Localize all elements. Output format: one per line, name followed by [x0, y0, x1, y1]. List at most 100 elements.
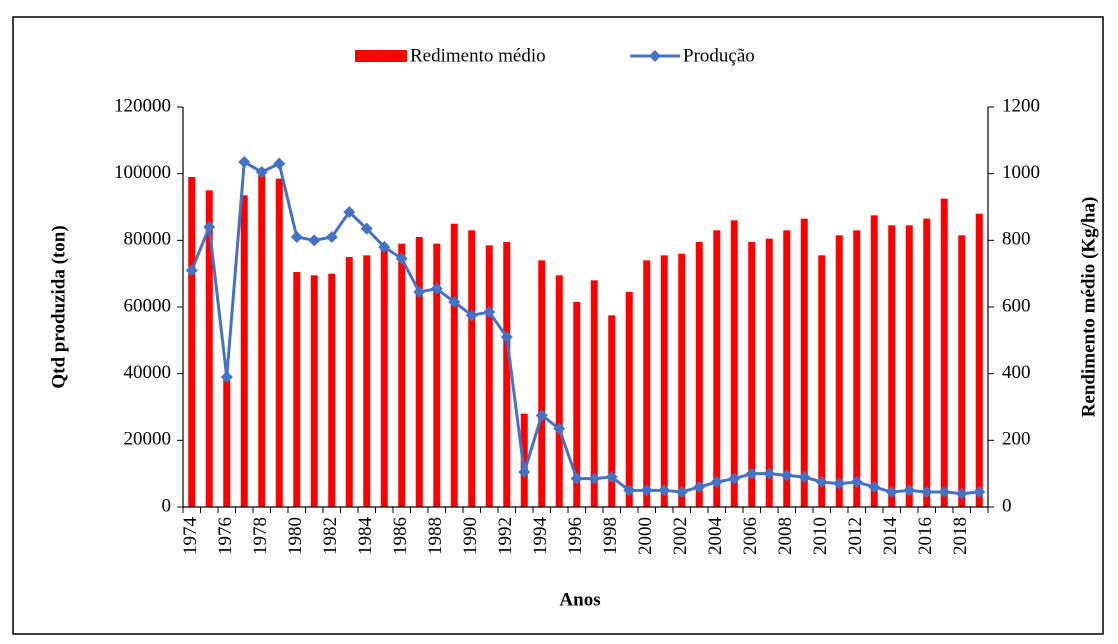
- marker: [553, 422, 566, 435]
- x-tick-label: 1982: [320, 517, 341, 555]
- x-tick-label: 2000: [635, 517, 656, 555]
- x-tick-label: 1992: [495, 517, 516, 555]
- x-tick-label: 1978: [250, 517, 271, 555]
- marker: [938, 486, 951, 498]
- bar: [975, 213, 983, 507]
- bar: [625, 292, 633, 507]
- bar: [538, 260, 546, 507]
- marker: [378, 241, 391, 253]
- y2-tick-label: 200: [1002, 429, 1031, 450]
- bar: [695, 242, 703, 507]
- x-tick-label: 2014: [880, 517, 901, 556]
- marker: [605, 471, 618, 483]
- x-tick-label: 1990: [460, 517, 481, 555]
- y-tick-label: 60000: [124, 295, 172, 316]
- bar: [380, 243, 388, 507]
- bar: [223, 377, 231, 507]
- x-tick-label: 2012: [845, 517, 866, 555]
- bar: [888, 225, 896, 508]
- bar: [905, 225, 913, 508]
- bar: [835, 235, 843, 508]
- marker: [903, 484, 916, 497]
- bar: [188, 177, 196, 507]
- x-tick-label: 2008: [775, 517, 796, 555]
- marker: [640, 484, 653, 497]
- marker: [273, 157, 286, 170]
- marker: [868, 481, 881, 493]
- bar: [748, 242, 756, 507]
- bar: [608, 315, 616, 507]
- y2-tick-label: 0: [1002, 495, 1012, 516]
- marker: [395, 252, 408, 265]
- x-tick-label: 2016: [915, 517, 936, 555]
- y-tick-label: 80000: [124, 229, 172, 250]
- marker: [185, 264, 198, 277]
- marker: [885, 486, 898, 498]
- bar: [800, 218, 808, 507]
- x-tick-label: 1976: [215, 517, 236, 555]
- marker: [693, 481, 706, 493]
- bar: [923, 218, 931, 507]
- marker: [535, 409, 548, 422]
- marker: [483, 306, 496, 318]
- y2-tick-label: 1200: [1002, 95, 1040, 116]
- x-tick-label: 1998: [600, 517, 621, 555]
- y2-tick-label: 800: [1002, 229, 1031, 250]
- y-tick-label: 20000: [124, 429, 172, 450]
- y2-tick-label: 400: [1002, 362, 1031, 383]
- marker: [955, 487, 968, 500]
- marker: [728, 472, 741, 485]
- marker: [203, 221, 216, 233]
- bar: [643, 260, 651, 507]
- marker: [325, 231, 338, 243]
- marker: [220, 371, 233, 383]
- marker: [745, 467, 758, 480]
- marker: [658, 484, 671, 497]
- x-tick-label: 1986: [390, 517, 411, 555]
- bar: [730, 220, 738, 508]
- marker: [710, 476, 723, 488]
- x-axis-title: Anos: [559, 589, 600, 610]
- bar: [258, 173, 266, 507]
- x-tick-label: 1996: [565, 517, 586, 555]
- bar: [415, 237, 423, 507]
- x-tick-label: 1984: [355, 517, 376, 556]
- legend-label: Redimento médio: [410, 45, 546, 66]
- bar: [590, 280, 598, 507]
- y2-tick-label: 600: [1002, 295, 1031, 316]
- marker: [780, 469, 793, 482]
- bar: [363, 255, 371, 507]
- marker: [798, 471, 811, 483]
- bar: [573, 302, 581, 507]
- marker: [430, 282, 443, 295]
- bar: [783, 230, 791, 508]
- y-tick-label: 100000: [114, 162, 171, 183]
- marker: [448, 296, 461, 308]
- y-axis-title: Qtd produzida (ton): [48, 225, 69, 388]
- bar: [275, 178, 283, 507]
- bar: [468, 230, 476, 508]
- marker: [570, 472, 583, 485]
- marker: [973, 486, 986, 498]
- marker: [343, 206, 356, 218]
- y-tick-label: 0: [162, 495, 172, 516]
- marker: [238, 156, 251, 168]
- bar: [818, 255, 826, 507]
- bar: [765, 238, 773, 507]
- marker: [850, 476, 863, 488]
- bar: [853, 230, 861, 508]
- bar: [940, 198, 948, 507]
- marker: [588, 472, 601, 485]
- marker: [623, 484, 636, 497]
- legend-label: Produção: [683, 45, 755, 66]
- marker: [255, 166, 268, 178]
- line: [190, 159, 980, 496]
- y2-axis-title: Rendimento médio (Kg/ha): [1078, 197, 1099, 418]
- y-tick-label: 40000: [124, 362, 172, 383]
- legend-swatch: [355, 50, 407, 62]
- bar: [345, 257, 353, 507]
- x-tick-label: 2018: [950, 517, 971, 555]
- marker: [833, 477, 846, 490]
